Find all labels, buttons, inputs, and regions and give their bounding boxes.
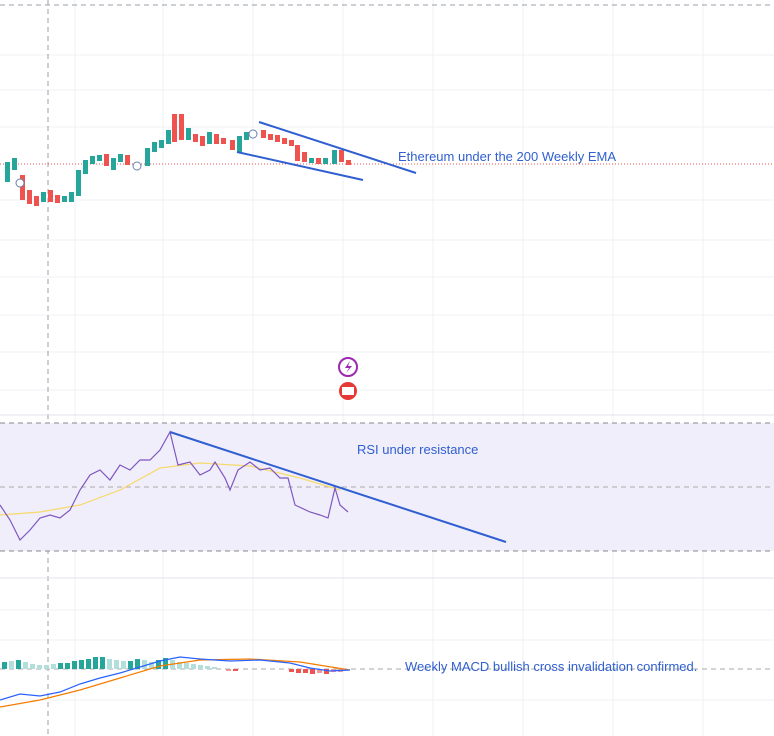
trendline — [258, 121, 417, 174]
marker — [132, 161, 142, 171]
macd-line — [0, 656, 351, 701]
rsi-ma — [0, 462, 341, 516]
annotation: Ethereum under the 200 Weekly EMA — [398, 149, 616, 164]
marker — [248, 129, 258, 139]
macd-histogram — [2, 657, 343, 674]
rsi-line — [0, 430, 349, 542]
macd-signal — [0, 658, 351, 708]
marker — [15, 178, 25, 188]
trendline — [169, 431, 507, 543]
trendline — [236, 151, 364, 181]
candles — [5, 114, 351, 206]
event-icon-glyph — [345, 361, 352, 373]
flag-icon-glyph — [342, 387, 354, 395]
annotation: RSI under resistance — [357, 442, 478, 457]
annotation: Weekly MACD bullish cross invalidation c… — [405, 659, 697, 674]
